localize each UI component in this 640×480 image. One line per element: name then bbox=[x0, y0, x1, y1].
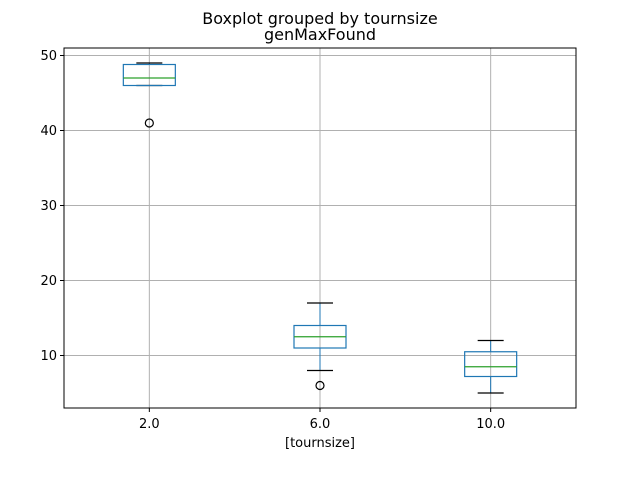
iqr-box bbox=[464, 351, 518, 378]
y-tick-label: 40 bbox=[40, 124, 57, 139]
y-tick-label: 30 bbox=[40, 199, 57, 214]
outlier-point bbox=[144, 118, 154, 128]
box-group-6.0 bbox=[293, 302, 347, 391]
chart-suptitle: Boxplot grouped by tournsize bbox=[202, 9, 437, 28]
y-tick-label: 50 bbox=[40, 49, 57, 64]
y-ticks: 10 20 30 40 50 bbox=[40, 49, 64, 364]
box-group-2.0 bbox=[122, 62, 176, 128]
x-ticks: 2.0 6.0 10.0 bbox=[139, 408, 505, 432]
iqr-box bbox=[122, 63, 176, 87]
x-tick-label: 2.0 bbox=[139, 417, 160, 432]
boxes-layer bbox=[122, 62, 518, 394]
box-group-10.0 bbox=[464, 339, 518, 394]
x-tick-label: 6.0 bbox=[310, 417, 331, 432]
y-tick-label: 20 bbox=[40, 274, 57, 289]
x-tick-label: 10.0 bbox=[476, 417, 505, 432]
y-tick-label: 10 bbox=[40, 349, 57, 364]
chart-title: genMaxFound bbox=[264, 25, 376, 44]
outlier-point bbox=[315, 380, 325, 391]
x-axis-label: [tournsize] bbox=[285, 436, 355, 451]
